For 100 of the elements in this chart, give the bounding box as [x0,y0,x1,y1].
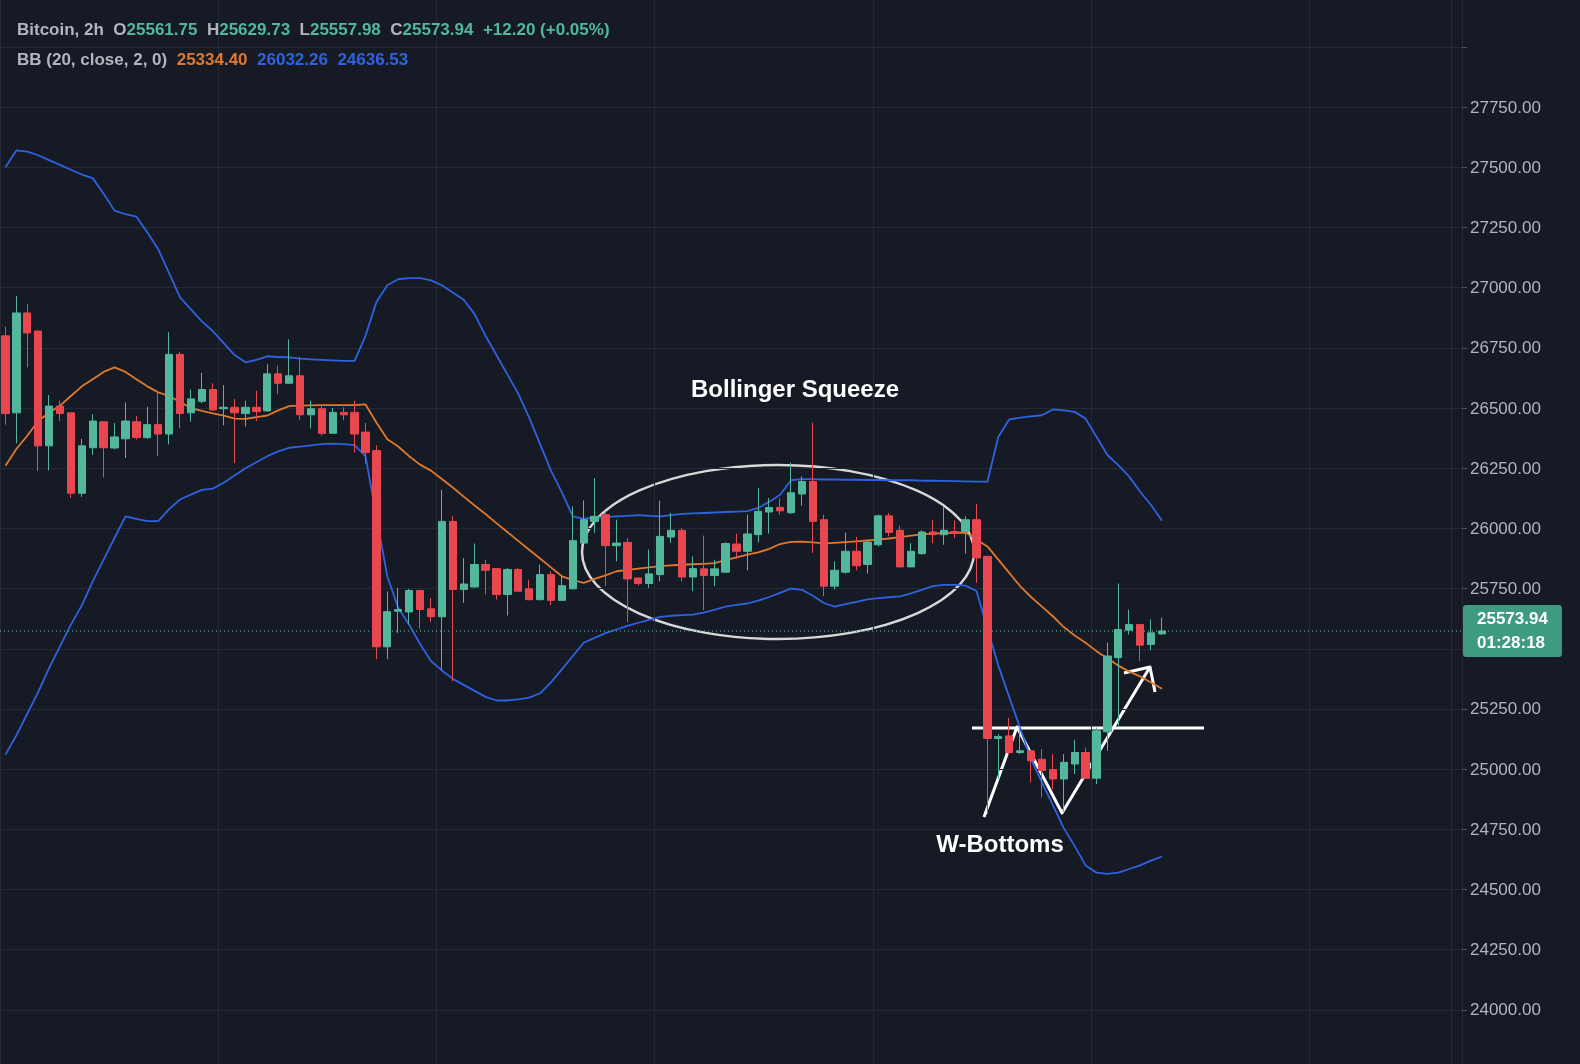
candlestick [972,503,981,584]
y-tick-label: 24250.00 [1470,940,1541,960]
legend-title: BB (20, close, 2, 0) [17,50,168,69]
y-tick-label: 27250.00 [1470,217,1541,237]
candlestick [536,564,544,601]
candlestick [547,570,555,606]
candlestick [121,401,130,459]
candlestick [689,555,697,592]
candlestick [656,500,664,582]
text: O25561.75 H25629.73 L25557.98 C25573.94 +12.20 (+0.05%) [113,20,610,39]
candlestick [318,403,326,437]
candlestick [721,541,730,574]
candlestick [23,303,31,368]
candlestick [460,557,468,604]
annotation: 25334.40 [176,50,248,69]
candlestick [372,444,381,660]
candlestick [274,364,282,395]
annotation: Bollinger Squeeze [690,374,900,402]
candlestick [787,462,795,515]
y-tick-label: 26250.00 [1470,458,1541,478]
candlestick [438,489,446,671]
candlestick [678,527,686,582]
candlestick [558,575,566,601]
candlestick [667,512,675,544]
candlestick [198,372,206,404]
candlestick [569,505,577,591]
candlestick [165,331,173,445]
candlestick [710,559,719,587]
text: 01:28:18 [1477,633,1546,653]
candlestick [383,590,391,660]
candlestick [110,422,119,450]
candlestick [361,422,370,465]
candlestick [961,515,970,555]
candlestick [1136,623,1144,662]
candlestick [187,388,195,423]
candlestick [34,330,42,472]
candlestick [263,363,271,413]
candlestick [1147,618,1155,651]
candlestick [219,384,228,426]
line-series [4,149,1163,522]
candlestick [754,487,762,543]
candlestick [209,382,217,412]
candlestick [132,415,141,441]
candlestick [885,512,893,537]
y-tick-label: 26750.00 [1470,338,1541,358]
y-tick-label: 24750.00 [1470,819,1541,839]
candlestick [645,549,653,589]
candlestick [950,519,959,539]
candlestick [89,413,97,456]
candlestick [820,514,828,597]
candlestick [590,477,599,534]
candlestick [45,394,53,471]
candlestick [634,577,642,587]
candlestick [700,535,708,611]
candlestick [56,400,64,422]
candlestick [514,567,522,592]
candlestick [470,543,479,589]
candlestick [1158,617,1166,636]
candlestick [830,560,839,591]
candlestick [863,539,872,575]
candlestick [525,579,533,601]
candlestick [798,475,806,507]
candlestick [416,590,424,630]
candlestick [329,407,337,434]
annotation: 24636.53 [337,50,409,69]
candlestick [230,398,239,464]
candlestick [776,497,784,516]
y-tick-label: 25000.00 [1470,759,1541,779]
candlestick [929,519,937,544]
candlestick [394,587,402,634]
candlestick [12,295,21,444]
candlestick [307,400,315,429]
candlestick [918,529,926,556]
candlestick [940,505,948,546]
candlestick [143,406,151,440]
candlestick [580,499,588,544]
candlestick [241,400,250,428]
candlestick [492,568,501,601]
y-tick-label: 24000.00 [1470,1000,1541,1020]
candlestick [67,412,75,499]
candlestick [503,567,512,617]
candlestick [743,514,752,571]
annotation: 26032.26 [257,50,328,69]
candlestick [176,351,184,429]
line-series [4,442,1163,875]
candlestick [809,422,817,554]
candlestick [852,536,861,571]
candlestick [99,421,108,478]
y-tick-label: 26500.00 [1470,398,1541,418]
candlestick [907,542,915,568]
y-tick-label: 25750.00 [1470,579,1541,599]
candlestick [732,533,741,560]
candlestick [1125,609,1133,636]
y-tick-label: 27500.00 [1470,157,1541,177]
candlestick [481,559,490,596]
candlestick [1,326,10,426]
candlestick [154,390,162,457]
candlestick [78,438,86,498]
candlestick [285,338,293,385]
candlestick [340,406,348,421]
